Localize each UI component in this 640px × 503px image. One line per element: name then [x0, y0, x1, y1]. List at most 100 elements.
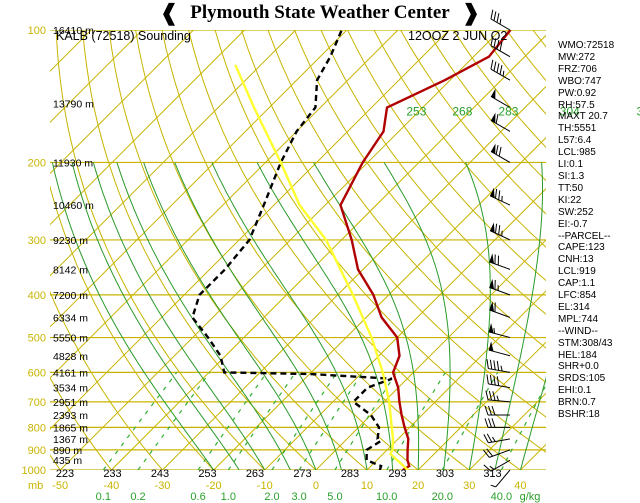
theta-label: 335: [636, 105, 640, 119]
wind-barbs: [483, 9, 511, 488]
wind-barb: [486, 374, 511, 389]
height-label: 13790 m: [53, 99, 94, 111]
mixing-ratio-line: [271, 372, 338, 470]
wind-barb: [488, 341, 511, 357]
index-line: SI:1.3: [558, 170, 585, 182]
index-line: BSHR:18: [558, 409, 600, 421]
height-label: 890 m: [53, 445, 82, 457]
left-ornament-icon: ❰: [159, 0, 179, 25]
pressure-tick-label: 300: [28, 235, 46, 247]
pressure-tick-label: 600: [28, 367, 46, 379]
mixing-ratio-label: 0.1: [96, 491, 111, 503]
isotherm-line: [50, 30, 348, 328]
moist-adiabat-line: [116, 162, 291, 470]
pressure-tick-label: 500: [28, 333, 46, 345]
index-line: MAXT 20.7: [558, 111, 608, 123]
index-line: KI:22: [558, 194, 582, 206]
moist-adiabat-line: [256, 162, 394, 470]
index-line: BRN:0.7: [558, 397, 596, 409]
wind-barb: [489, 187, 511, 206]
pressure-tick-label: 800: [28, 422, 46, 434]
moist-adiabat-line: [313, 162, 420, 470]
dry-adiabat-line: [294, 30, 546, 349]
temperature-tick-label: 10: [361, 480, 373, 492]
index-line: L57:6.4: [558, 135, 592, 147]
dry-adiabat-line: [161, 30, 470, 470]
temperature-tick-label: -30: [155, 480, 171, 492]
index-line: EI:-0.7: [558, 218, 588, 230]
pressure-tick-label: 900: [28, 445, 46, 457]
mixing-ratio-line: [386, 372, 446, 470]
height-label: 11930 m: [53, 157, 93, 169]
surface-temp-label: 293: [388, 468, 406, 480]
index-line: EL:314: [558, 301, 590, 313]
wind-barb: [489, 222, 511, 241]
index-line: MPL:744: [558, 313, 599, 325]
x-unit-label: mb: [28, 480, 43, 492]
isotherm-line: [50, 30, 450, 430]
index-line: STM:308/43: [558, 337, 613, 349]
isotherm-line: [417, 341, 546, 470]
surface-temp-label: 283: [341, 468, 359, 480]
dry-adiabat-line: [188, 30, 521, 470]
theta-label: 253: [406, 105, 426, 119]
dry-adiabat-line: [373, 30, 546, 248]
pressure-tick-label: 200: [28, 157, 46, 169]
wind-barb: [490, 112, 511, 132]
index-line: RH:57.5: [558, 99, 595, 111]
temperature-tick-label: -50: [52, 480, 68, 492]
height-label: 2393 m: [53, 410, 88, 422]
height-label: 4161 m: [53, 367, 88, 379]
dry-adiabat-line: [82, 30, 317, 470]
page-title: Plymouth State Weather Center: [190, 2, 450, 23]
moist-adiabat-line: [519, 376, 546, 470]
stability-index-panel: WMO:72518 MW:272 FRZ:706 WBO:747 PW:0.92 RH:5…: [558, 40, 640, 421]
temperature-tick-label: 30: [463, 480, 475, 492]
wind-barb: [490, 59, 511, 81]
wind-barb: [490, 36, 511, 58]
temperature-tick-label: 20: [412, 480, 424, 492]
dry-adiabat-line: [50, 376, 112, 470]
surface-temp-label: 263: [246, 468, 264, 480]
isotherm-line: [50, 30, 297, 277]
index-line: SHR+0.0: [558, 361, 599, 373]
mixing-ratio-line: [227, 372, 297, 470]
isotherm-line: [366, 290, 546, 470]
mixing-unit-label: g/kg: [520, 491, 541, 503]
isotherm-line: [264, 188, 546, 470]
dry-adiabat-line: [50, 184, 214, 470]
wind-barb: [483, 459, 511, 472]
index-line: LCL:985: [558, 147, 596, 159]
mixing-ratio-line: [197, 372, 268, 470]
index-line: WMO:72518: [558, 40, 615, 51]
moist-adiabat-line: [71, 162, 240, 470]
dewpoint-trace: [191, 30, 393, 470]
moist-adiabat-line: [211, 162, 368, 470]
height-label: 4828 m: [53, 351, 88, 363]
index-line: TH:5551: [558, 123, 597, 135]
theta-label: 268: [452, 105, 472, 119]
height-label: 435 m: [53, 455, 82, 467]
isotherm-line: [59, 30, 501, 470]
surface-temp-label: 243: [151, 468, 169, 480]
dry-adiabat-line: [347, 30, 546, 282]
diagram-grid: [50, 30, 546, 470]
dry-adiabat-line: [50, 290, 163, 470]
temperature-tick-label: -10: [257, 480, 273, 492]
wind-barb: [484, 405, 510, 416]
dry-adiabat-line: [108, 30, 368, 470]
index-line: --WIND--: [558, 325, 598, 337]
moist-adiabat-line: [174, 162, 342, 470]
sounding-traces: [191, 30, 512, 470]
wind-barb: [489, 253, 511, 270]
moist-adiabat-line: [92, 162, 266, 470]
wind-barb: [485, 390, 511, 403]
temperature-tick-label: 40: [514, 480, 526, 492]
mixing-ratio-label: 0.6: [190, 491, 205, 503]
theta-label: 283: [498, 105, 518, 119]
isotherm-line: [468, 392, 546, 470]
mixing-ratio-label: 1.0: [221, 491, 236, 503]
mixing-ratio-line: [334, 372, 398, 470]
dry-adiabat-line: [241, 30, 546, 418]
